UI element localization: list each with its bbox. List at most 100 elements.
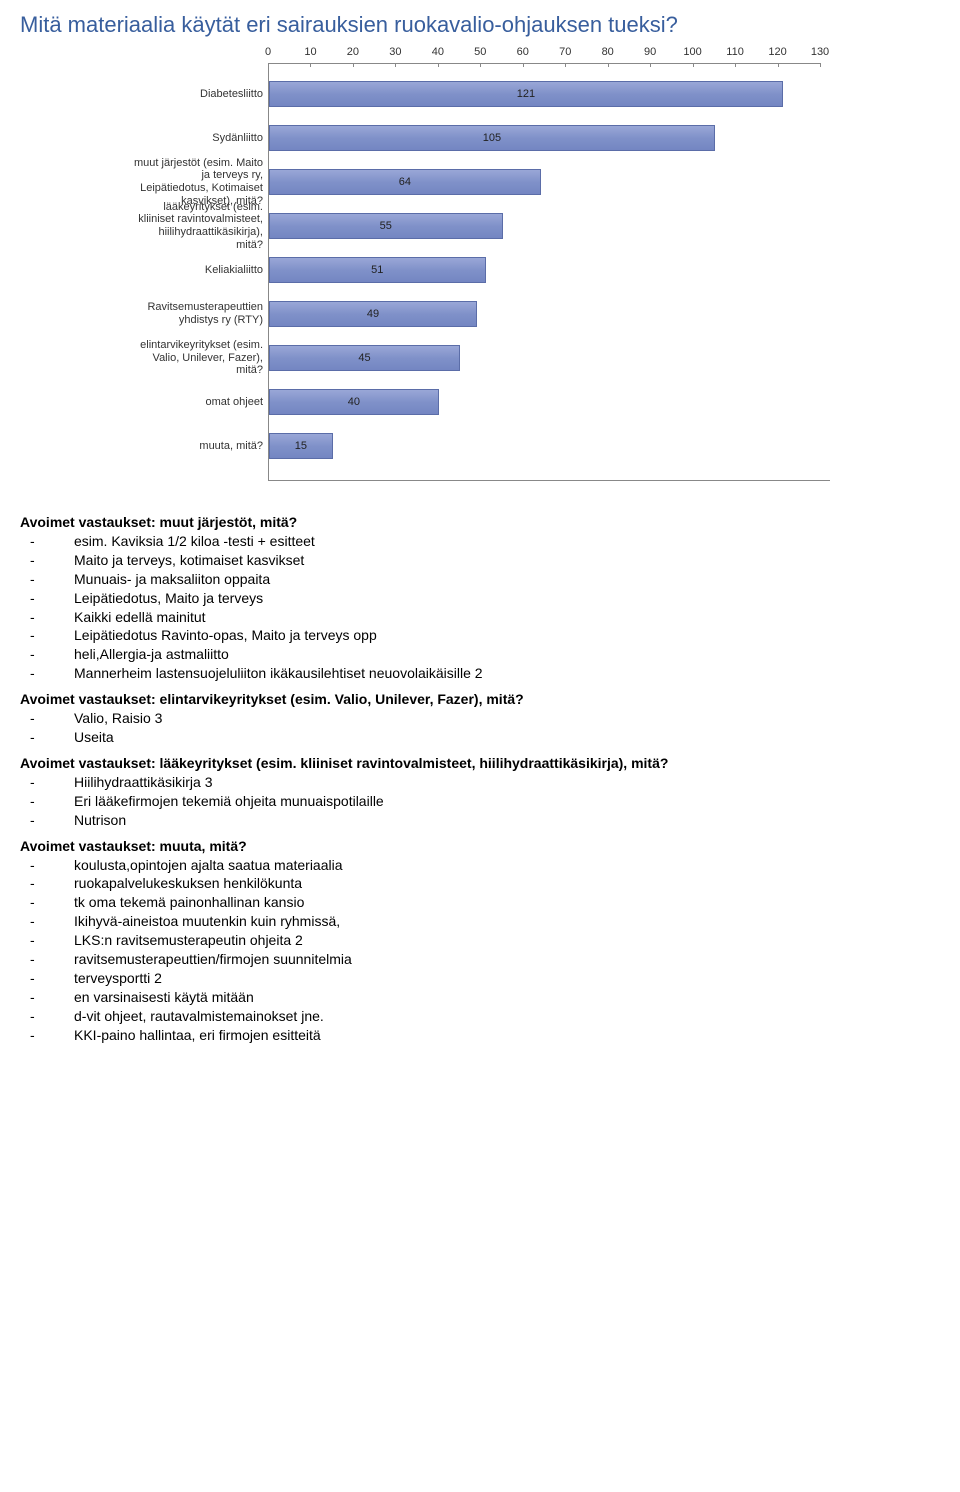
chart-row: lääkeyritykset (esim. kliiniset ravintov…	[269, 204, 820, 248]
chart-row: omat ohjeet40	[269, 380, 820, 424]
answer-sections: Avoimet vastaukset: muut järjestöt, mitä…	[20, 514, 940, 1044]
section-heading: Avoimet vastaukset: muut järjestöt, mitä…	[20, 514, 940, 530]
chart-row: muuta, mitä?15	[269, 424, 820, 468]
chart-row: elintarvikeyritykset (esim. Valio, Unile…	[269, 336, 820, 380]
chart-bar: 55	[269, 213, 503, 239]
answer-item: -ravitsemusterapeuttien/firmojen suunnit…	[20, 950, 940, 969]
answer-item: -d-vit ohjeet, rautavalmistemainokset jn…	[20, 1007, 940, 1026]
chart-bar: 45	[269, 345, 460, 371]
answer-dash: -	[20, 912, 74, 931]
answer-item: -Munuais- ja maksaliiton oppaita	[20, 570, 940, 589]
answer-dash: -	[20, 589, 74, 608]
answer-text: d-vit ohjeet, rautavalmistemainokset jne…	[74, 1007, 940, 1026]
chart-body: Diabetesliitto121Sydänliitto105muut järj…	[268, 64, 820, 480]
section-heading: Avoimet vastaukset: elintarvikeyritykset…	[20, 691, 940, 707]
chart-bar: 40	[269, 389, 439, 415]
answer-item: -Kaikki edellä mainitut	[20, 608, 940, 627]
answer-text: KKI-paino hallintaa, eri firmojen esitte…	[74, 1026, 940, 1045]
axis-tick-label: 80	[602, 46, 614, 58]
answer-item: -Useita	[20, 728, 940, 747]
chart-bar-label: lääkeyritykset (esim. kliiniset ravintov…	[131, 201, 269, 252]
page-title: Mitä materiaalia käytät eri sairauksien …	[20, 12, 940, 38]
bar-chart: 0102030405060708090100110120130 Diabetes…	[130, 46, 830, 484]
answer-text: Mannerheim lastensuojeluliiton ikäkausil…	[74, 664, 940, 683]
answer-dash: -	[20, 1026, 74, 1045]
answer-dash: -	[20, 773, 74, 792]
answer-text: Hiilihydraattikäsikirja 3	[74, 773, 940, 792]
axis-tick-label: 20	[347, 46, 359, 58]
answer-text: Eri lääkefirmojen tekemiä ohjeita munuai…	[74, 792, 940, 811]
answer-dash: -	[20, 570, 74, 589]
answer-item: -Eri lääkefirmojen tekemiä ohjeita munua…	[20, 792, 940, 811]
chart-bar-label: Keliakialiitto	[131, 264, 269, 277]
chart-bar: 15	[269, 433, 333, 459]
answer-text: terveysportti 2	[74, 969, 940, 988]
chart-bar-label: elintarvikeyritykset (esim. Valio, Unile…	[131, 339, 269, 377]
answer-text: tk oma tekemä painonhallinan kansio	[74, 893, 940, 912]
answer-dash: -	[20, 811, 74, 830]
answer-text: Valio, Raisio 3	[74, 709, 940, 728]
answer-dash: -	[20, 709, 74, 728]
answer-dash: -	[20, 608, 74, 627]
chart-bar: 51	[269, 257, 486, 283]
answer-dash: -	[20, 728, 74, 747]
answer-dash: -	[20, 893, 74, 912]
answer-item: -Leipätiedotus Ravinto-opas, Maito ja te…	[20, 626, 940, 645]
answer-dash: -	[20, 664, 74, 683]
chart-row: Keliakialiitto51	[269, 248, 820, 292]
chart-bar: 49	[269, 301, 477, 327]
answer-text: koulusta,opintojen ajalta saatua materia…	[74, 856, 940, 875]
axis-tick-label: 30	[389, 46, 401, 58]
answer-dash: -	[20, 988, 74, 1007]
axis-tick-label: 60	[517, 46, 529, 58]
answer-item: -esim. Kaviksia 1/2 kiloa -testi + esitt…	[20, 532, 940, 551]
answer-text: Nutrison	[74, 811, 940, 830]
chart-bar: 64	[269, 169, 541, 195]
chart-bar-label: muut järjestöt (esim. Maito ja terveys r…	[131, 157, 269, 208]
answer-item: -heli,Allergia-ja astmaliitto	[20, 645, 940, 664]
chart-bar: 121	[269, 81, 783, 107]
answer-item: -Hiilihydraattikäsikirja 3	[20, 773, 940, 792]
section-heading: Avoimet vastaukset: muuta, mitä?	[20, 838, 940, 854]
axis-tick-label: 90	[644, 46, 656, 58]
answer-dash: -	[20, 532, 74, 551]
answer-dash: -	[20, 856, 74, 875]
answer-dash: -	[20, 969, 74, 988]
answer-list: -Valio, Raisio 3-Useita	[20, 709, 940, 747]
answer-item: -Ikihyvä-aineistoa muutenkin kuin ryhmis…	[20, 912, 940, 931]
answer-dash: -	[20, 626, 74, 645]
answer-item: -koulusta,opintojen ajalta saatua materi…	[20, 856, 940, 875]
chart-bar: 105	[269, 125, 715, 151]
chart-bar-label: Diabetesliitto	[131, 88, 269, 101]
chart-bar-label: muuta, mitä?	[131, 440, 269, 453]
chart-row: Sydänliitto105	[269, 116, 820, 160]
chart-row: Ravitsemusterapeuttien yhdistys ry (RTY)…	[269, 292, 820, 336]
answer-text: Munuais- ja maksaliiton oppaita	[74, 570, 940, 589]
axis-tick-label: 130	[811, 46, 829, 58]
answer-dash: -	[20, 792, 74, 811]
answer-dash: -	[20, 1007, 74, 1026]
answer-dash: -	[20, 874, 74, 893]
chart-bar-label: Ravitsemusterapeuttien yhdistys ry (RTY)	[131, 301, 269, 326]
answer-text: Leipätiedotus, Maito ja terveys	[74, 589, 940, 608]
answer-dash: -	[20, 931, 74, 950]
answer-item: -Nutrison	[20, 811, 940, 830]
answer-text: esim. Kaviksia 1/2 kiloa -testi + esitte…	[74, 532, 940, 551]
answer-text: en varsinaisesti käytä mitään	[74, 988, 940, 1007]
answer-list: -esim. Kaviksia 1/2 kiloa -testi + esitt…	[20, 532, 940, 683]
axis-tick-label: 10	[304, 46, 316, 58]
answer-list: -koulusta,opintojen ajalta saatua materi…	[20, 856, 940, 1045]
answer-item: -tk oma tekemä painonhallinan kansio	[20, 893, 940, 912]
answer-text: Leipätiedotus Ravinto-opas, Maito ja ter…	[74, 626, 940, 645]
chart-row: Diabetesliitto121	[269, 72, 820, 116]
axis-tick-label: 100	[683, 46, 701, 58]
answer-text: Kaikki edellä mainitut	[74, 608, 940, 627]
axis-tick-label: 0	[265, 46, 271, 58]
axis-tick-label: 50	[474, 46, 486, 58]
chart-bar-label: Sydänliitto	[131, 132, 269, 145]
answer-item: -ruokapalvelukeskuksen henkilökunta	[20, 874, 940, 893]
chart-axis-top: 0102030405060708090100110120130	[268, 46, 820, 64]
answer-dash: -	[20, 950, 74, 969]
answer-item: -Maito ja terveys, kotimaiset kasvikset	[20, 551, 940, 570]
answer-text: Useita	[74, 728, 940, 747]
